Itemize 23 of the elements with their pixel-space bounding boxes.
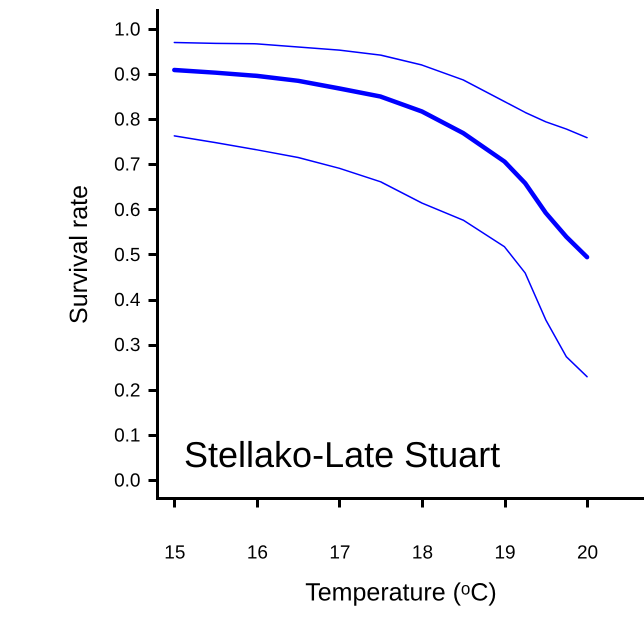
x-tick-label: 17	[329, 542, 350, 564]
y-tick-label: 0.1	[114, 425, 140, 446]
line-series	[174, 135, 588, 378]
y-tick-label: 0.7	[114, 154, 140, 176]
x-tick-label: 15	[164, 542, 186, 564]
x-tick-label: 20	[576, 542, 598, 564]
y-tick-label: 0.2	[114, 380, 140, 402]
x-axis-title: Temperature (ᵒC)	[305, 578, 497, 606]
y-tick-label: 0.3	[114, 335, 140, 356]
y-tick-label: 0.9	[114, 64, 140, 86]
y-tick-label: 0.5	[114, 244, 140, 266]
x-tick-label: 18	[412, 542, 434, 564]
line-series	[172, 68, 590, 260]
x-tick-label: 16	[246, 542, 268, 564]
y-tick-label: 0.0	[114, 470, 140, 492]
line-series	[174, 42, 588, 138]
y-tick-label: 0.6	[114, 200, 140, 221]
y-tick-label: 0.4	[114, 290, 141, 312]
y-tick-label: 0.8	[114, 110, 140, 131]
x-tick-label: 19	[494, 542, 516, 564]
annotation: Stellako-Late Stuart	[184, 434, 500, 475]
y-axis-title: Survival rate	[65, 185, 94, 324]
y-tick-label: 1.0	[114, 19, 140, 40]
